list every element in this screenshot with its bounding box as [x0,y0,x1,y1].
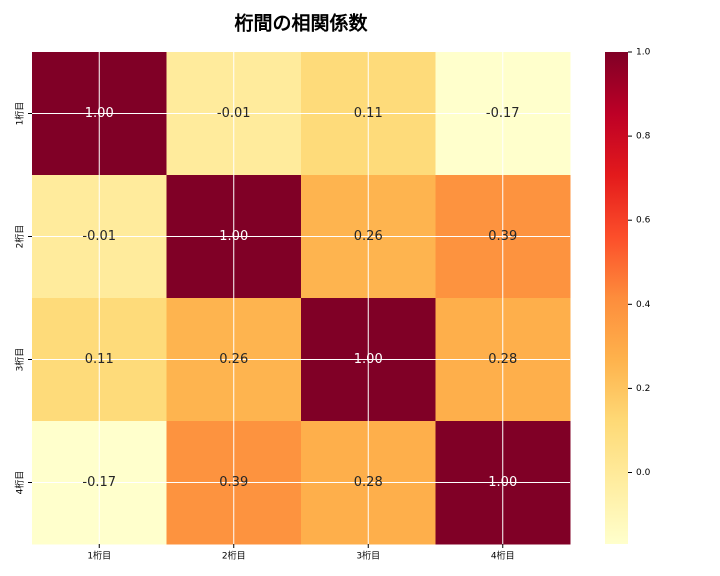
value-label: -0.01 [82,229,116,244]
y-tick-label: 3桁目 [14,348,26,372]
x-tick-label: 2桁目 [222,550,246,562]
x-tick-label: 3桁目 [356,550,380,562]
value-label: 1.00 [488,475,517,490]
value-label: 1.00 [354,352,383,367]
x-tick-label: 1桁目 [87,550,111,562]
colorbar-tick-label: 0.6 [636,216,651,226]
colorbar-tick-label: 0.2 [636,384,650,394]
value-label: 0.26 [354,229,383,244]
value-label: 0.26 [219,352,248,367]
value-label: 1.00 [219,229,248,244]
colorbar-tick-label: 0.4 [636,300,651,310]
value-label: -0.01 [217,106,251,121]
chart-title: 桁間の相関係数 [234,12,368,35]
y-tick-label: 1桁目 [14,102,26,126]
value-label: -0.17 [486,106,520,121]
value-label: -0.17 [82,475,116,490]
y-tick-label: 2桁目 [14,225,26,249]
colorbar [605,52,628,544]
value-label: 0.28 [488,352,517,367]
value-label: 0.11 [85,352,114,367]
value-label: 0.39 [219,475,248,490]
colorbar-tick-label: 1.0 [636,48,651,58]
colorbar-tick-label: 0.0 [636,468,651,478]
value-label: 0.28 [354,475,383,490]
x-tick-label: 4桁目 [491,550,515,562]
value-label: 0.11 [354,106,383,121]
colorbar-tick-label: 0.8 [636,132,651,142]
y-tick-label: 4桁目 [14,471,26,495]
value-label: 0.39 [488,229,517,244]
value-label: 1.00 [85,106,114,121]
